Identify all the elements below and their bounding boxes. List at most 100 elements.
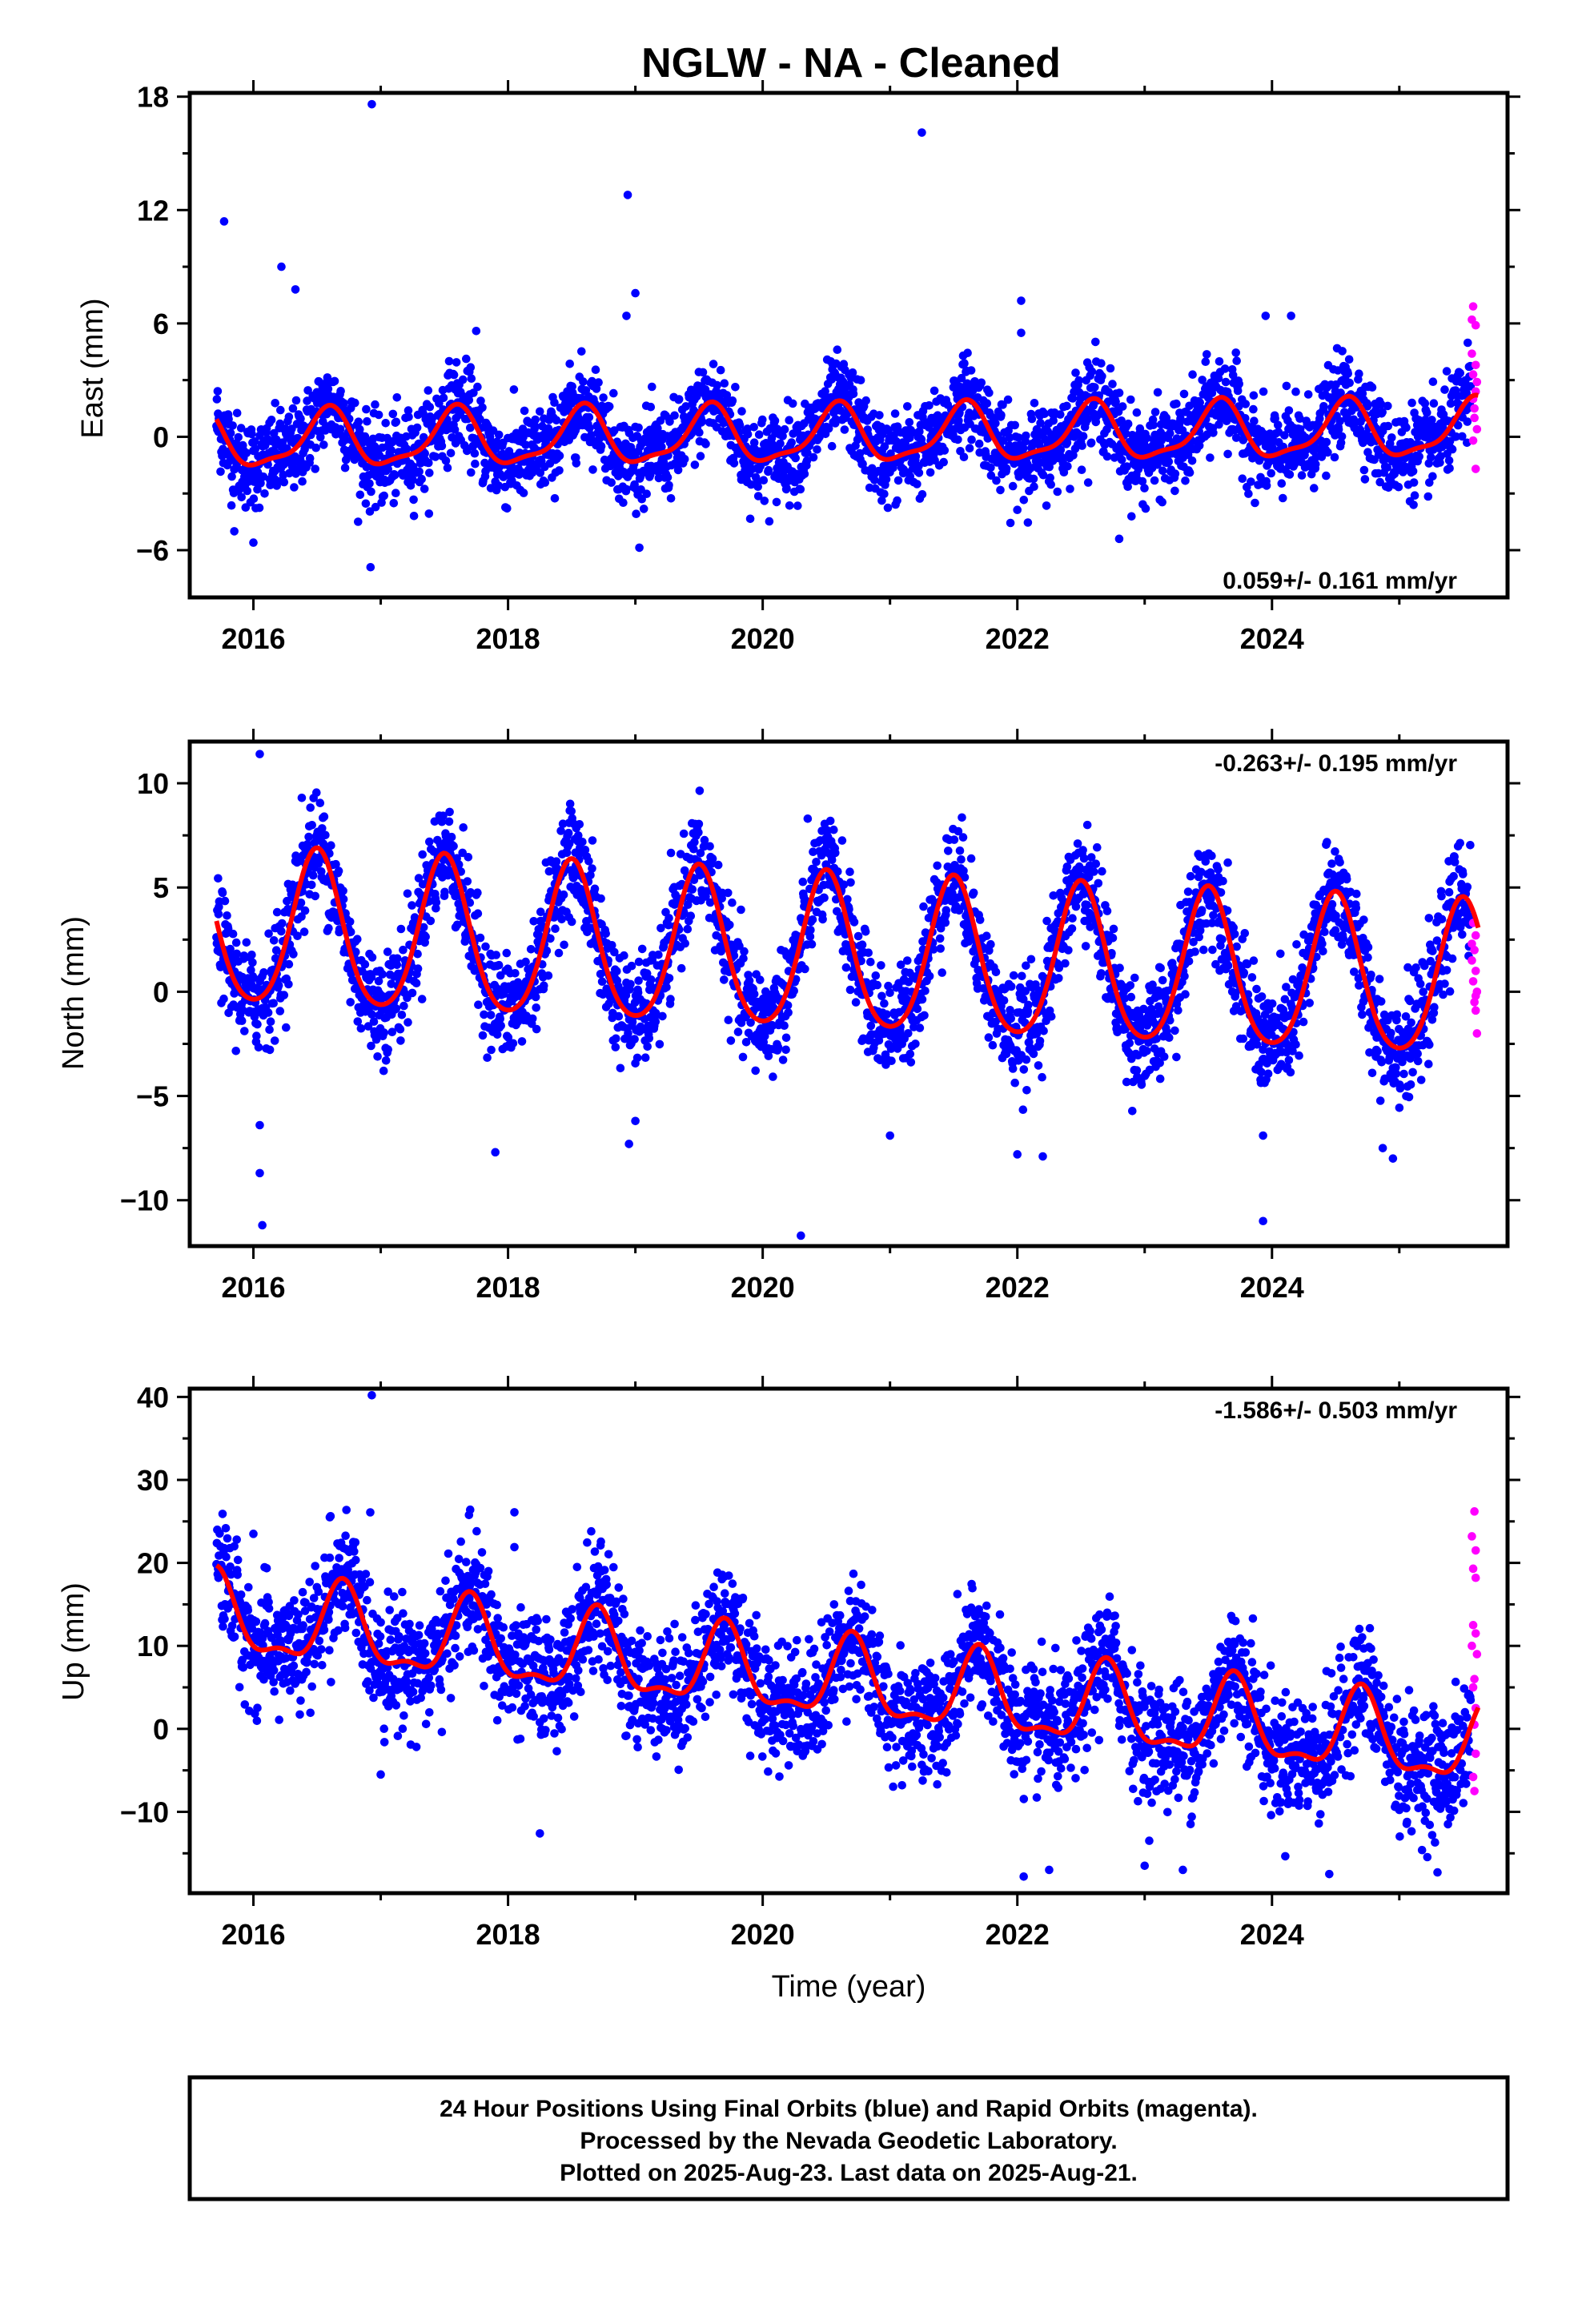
- north-final-point: [511, 969, 520, 978]
- east-final-point: [1359, 465, 1369, 475]
- east-final-point: [1319, 402, 1328, 411]
- east-final-point: [291, 396, 301, 405]
- north-axis-label: North (mm): [57, 916, 90, 1070]
- east-final-point: [680, 455, 689, 464]
- east-final-point: [696, 452, 705, 460]
- east-final-point: [890, 409, 900, 418]
- east-final-point: [1427, 452, 1435, 462]
- east-final-point: [657, 442, 666, 452]
- east-final-point: [1106, 364, 1115, 373]
- north-final-point: [694, 819, 704, 829]
- east-final-point: [409, 495, 418, 505]
- east-final-point: [1141, 504, 1150, 513]
- east-final-point: [330, 376, 339, 386]
- north-final-point: [627, 961, 636, 971]
- east-final-point: [519, 489, 528, 497]
- east-final-point: [424, 458, 433, 468]
- north-final-point: [942, 906, 951, 915]
- east-final-point: [277, 262, 286, 271]
- north-final-point: [444, 817, 454, 826]
- east-final-point: [408, 476, 417, 485]
- east-final-point: [1170, 486, 1179, 496]
- north-final-point: [299, 927, 309, 936]
- east-panel: East (mm) 0.059+/- 0.161 mm/yr 2016 2018 2…: [76, 80, 1520, 655]
- east-final-point: [1221, 377, 1231, 387]
- north-final-point: [463, 877, 472, 886]
- east-final-point: [247, 429, 256, 439]
- east-final-point: [1126, 395, 1135, 404]
- east-final-point: [963, 348, 972, 358]
- north-final-point: [849, 918, 859, 927]
- north-final-point: [620, 951, 628, 960]
- north-final-point: [315, 798, 325, 807]
- east-final-point: [1132, 408, 1142, 417]
- east-final-point: [1322, 471, 1331, 480]
- east-final-point: [531, 415, 540, 424]
- north-final-point: [666, 995, 675, 1003]
- north-final-point: [630, 1035, 639, 1043]
- east-final-point: [588, 465, 597, 474]
- north-final-point: [275, 1007, 285, 1015]
- north-final-point: [356, 1023, 366, 1033]
- north-final-point: [665, 914, 673, 923]
- east-final-point: [1344, 355, 1354, 364]
- east-final-point: [1170, 469, 1180, 478]
- east-final-point: [745, 514, 755, 524]
- north-final-point: [300, 906, 310, 915]
- east-final-point: [276, 405, 285, 415]
- east-final-point: [354, 517, 363, 526]
- east-final-point: [713, 380, 721, 390]
- north-final-point: [658, 1011, 667, 1021]
- east-final-point: [1030, 399, 1039, 408]
- north-final-point: [584, 857, 593, 866]
- north-final-point: [662, 983, 671, 991]
- east-final-point: [520, 406, 529, 416]
- east-final-point: [540, 478, 550, 487]
- east-final-point: [1220, 364, 1230, 373]
- east-final-point: [1223, 449, 1232, 459]
- east-final-point: [1013, 505, 1022, 514]
- east-final-point: [1158, 466, 1167, 476]
- east-final-point: [911, 452, 921, 461]
- north-final-point: [733, 1027, 743, 1036]
- north-final-point: [540, 981, 548, 991]
- east-final-point: [1078, 432, 1088, 440]
- east-final-point: [957, 373, 966, 383]
- north-final-point: [378, 970, 387, 979]
- north-final-point: [219, 994, 228, 1003]
- north-final-point: [866, 957, 875, 967]
- north-final-point: [559, 890, 568, 899]
- north-final-point: [373, 1052, 382, 1061]
- east-final-point: [596, 441, 606, 451]
- east-final-point: [391, 417, 401, 427]
- east-final-point: [355, 490, 365, 500]
- east-final-point: [251, 444, 260, 453]
- east-final-point: [271, 399, 280, 408]
- north-final-point: [626, 979, 635, 989]
- east-final-point: [787, 438, 796, 447]
- east-final-point: [760, 497, 769, 505]
- east-final-point: [494, 481, 503, 490]
- north-final-point: [269, 936, 279, 945]
- north-final-point: [614, 1011, 624, 1021]
- east-final-point: [858, 459, 867, 468]
- north-final-point: [263, 1008, 273, 1017]
- east-final-point: [1097, 359, 1106, 368]
- east-final-point: [424, 509, 434, 518]
- east-final-point: [1209, 428, 1218, 437]
- east-final-point: [701, 440, 710, 448]
- north-final-point: [789, 986, 798, 995]
- east-final-point: [1337, 432, 1347, 441]
- east-final-point: [735, 420, 745, 430]
- north-final-point: [643, 1042, 652, 1051]
- east-final-point: [1408, 467, 1418, 476]
- east-final-point: [441, 456, 451, 465]
- north-final-point: [841, 963, 851, 972]
- north-final-point: [837, 836, 847, 845]
- east-final-point: [1102, 452, 1112, 461]
- east-final-point: [826, 392, 836, 402]
- east-final-point: [1383, 421, 1393, 431]
- north-final-point: [807, 939, 817, 949]
- east-final-point: [381, 419, 391, 428]
- north-final-point: [492, 951, 500, 959]
